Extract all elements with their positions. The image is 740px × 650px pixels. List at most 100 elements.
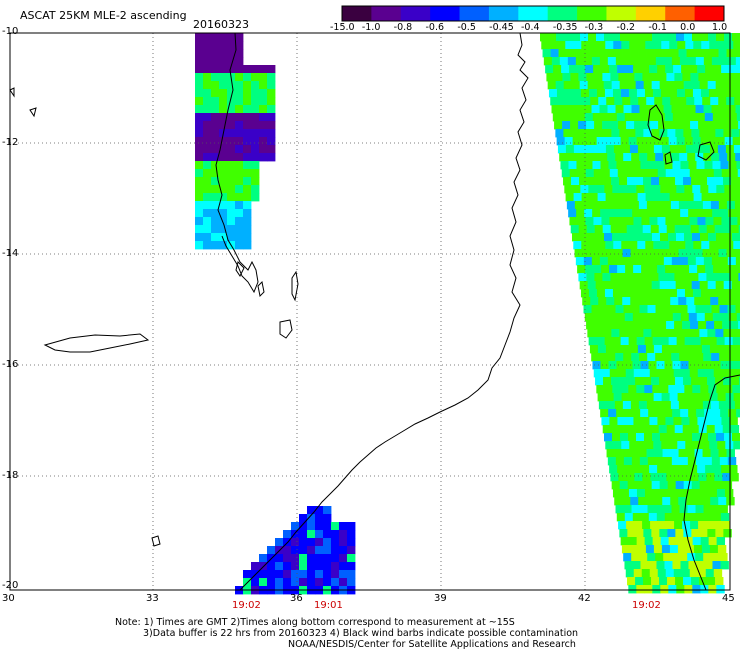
data-cell [688, 209, 697, 218]
data-cell [652, 185, 661, 194]
data-cell [659, 281, 669, 290]
data-cell [667, 377, 676, 386]
data-cell [698, 473, 707, 482]
data-cell [267, 570, 276, 579]
data-cell [644, 137, 654, 146]
data-cell [675, 329, 684, 338]
data-cell [339, 546, 348, 555]
data-cell [243, 105, 252, 114]
data-cell [299, 514, 308, 523]
data-cell [711, 153, 720, 162]
data-cell [622, 297, 631, 306]
data-cell [590, 297, 599, 306]
data-cell [612, 33, 621, 42]
data-cell [650, 521, 659, 530]
data-cell [615, 153, 624, 162]
data-cell [243, 177, 252, 186]
data-cell [646, 297, 655, 306]
data-cell [723, 281, 733, 290]
data-cell [701, 441, 710, 450]
data-cell [560, 161, 569, 170]
data-cell [669, 193, 678, 202]
data-cell [570, 121, 579, 130]
data-cell [586, 321, 595, 330]
data-cell [591, 353, 600, 362]
data-cell [604, 385, 613, 394]
data-cell [612, 89, 622, 98]
data-cell [637, 41, 646, 50]
data-cell [657, 217, 666, 226]
data-cell [689, 169, 699, 178]
data-cell [211, 209, 220, 218]
data-cell [568, 113, 578, 122]
data-cell [590, 249, 599, 258]
data-cell [613, 345, 623, 354]
data-cell [634, 473, 643, 482]
data-cell [657, 369, 667, 378]
data-cell [700, 33, 709, 42]
data-cell [692, 337, 702, 346]
data-cell [684, 585, 693, 594]
data-cell [575, 57, 585, 66]
data-cell [259, 105, 268, 114]
data-cell [644, 433, 653, 442]
data-cell [665, 569, 675, 578]
data-cell [219, 225, 228, 234]
data-cell [584, 209, 593, 218]
data-cell [679, 257, 689, 266]
data-cell [669, 441, 678, 450]
data-cell [628, 33, 637, 42]
data-cell [219, 97, 228, 106]
data-cell [621, 193, 630, 202]
data-cell [636, 585, 645, 594]
data-cell [583, 305, 592, 314]
data-cell [611, 281, 621, 290]
data-cell [648, 313, 658, 322]
data-cell [665, 417, 674, 426]
data-cell [219, 193, 228, 202]
data-cell [315, 570, 324, 579]
data-cell [562, 121, 571, 130]
data-cell [219, 49, 228, 58]
data-cell [636, 489, 646, 498]
data-cell [195, 209, 204, 218]
data-cell [331, 578, 340, 587]
colorbar-segment [606, 6, 637, 21]
data-cell [708, 33, 717, 42]
data-cell [677, 193, 686, 202]
data-cell [625, 265, 634, 274]
data-cell [235, 41, 244, 50]
data-cell [235, 129, 244, 138]
data-cell [673, 169, 683, 178]
data-cell [655, 305, 664, 314]
data-cell [599, 57, 609, 66]
data-cell [550, 97, 559, 106]
data-cell [658, 121, 667, 130]
data-cell [662, 97, 671, 106]
data-cell [688, 361, 697, 370]
colorbar-tick-label: 0.0 [680, 22, 696, 33]
data-cell [323, 506, 332, 515]
data-cell [680, 361, 689, 370]
data-cell [195, 201, 204, 210]
data-cell [637, 345, 647, 354]
data-cell [652, 433, 661, 442]
data-cell [714, 321, 723, 330]
data-cell [259, 89, 268, 98]
data-cell [629, 241, 638, 250]
data-cell [557, 145, 567, 154]
data-cell [331, 522, 340, 531]
data-cell [664, 113, 674, 122]
colorbar-tick-label: -15.0 [330, 22, 355, 33]
data-cell [732, 233, 740, 242]
data-cell [687, 305, 696, 314]
data-cell [601, 265, 610, 274]
data-cell [195, 113, 204, 122]
data-cell [612, 337, 622, 346]
data-cell [594, 225, 604, 234]
data-cell [636, 385, 645, 394]
data-cell [602, 321, 611, 330]
data-cell [669, 41, 678, 50]
data-cell [644, 385, 653, 394]
data-cell [679, 553, 688, 562]
